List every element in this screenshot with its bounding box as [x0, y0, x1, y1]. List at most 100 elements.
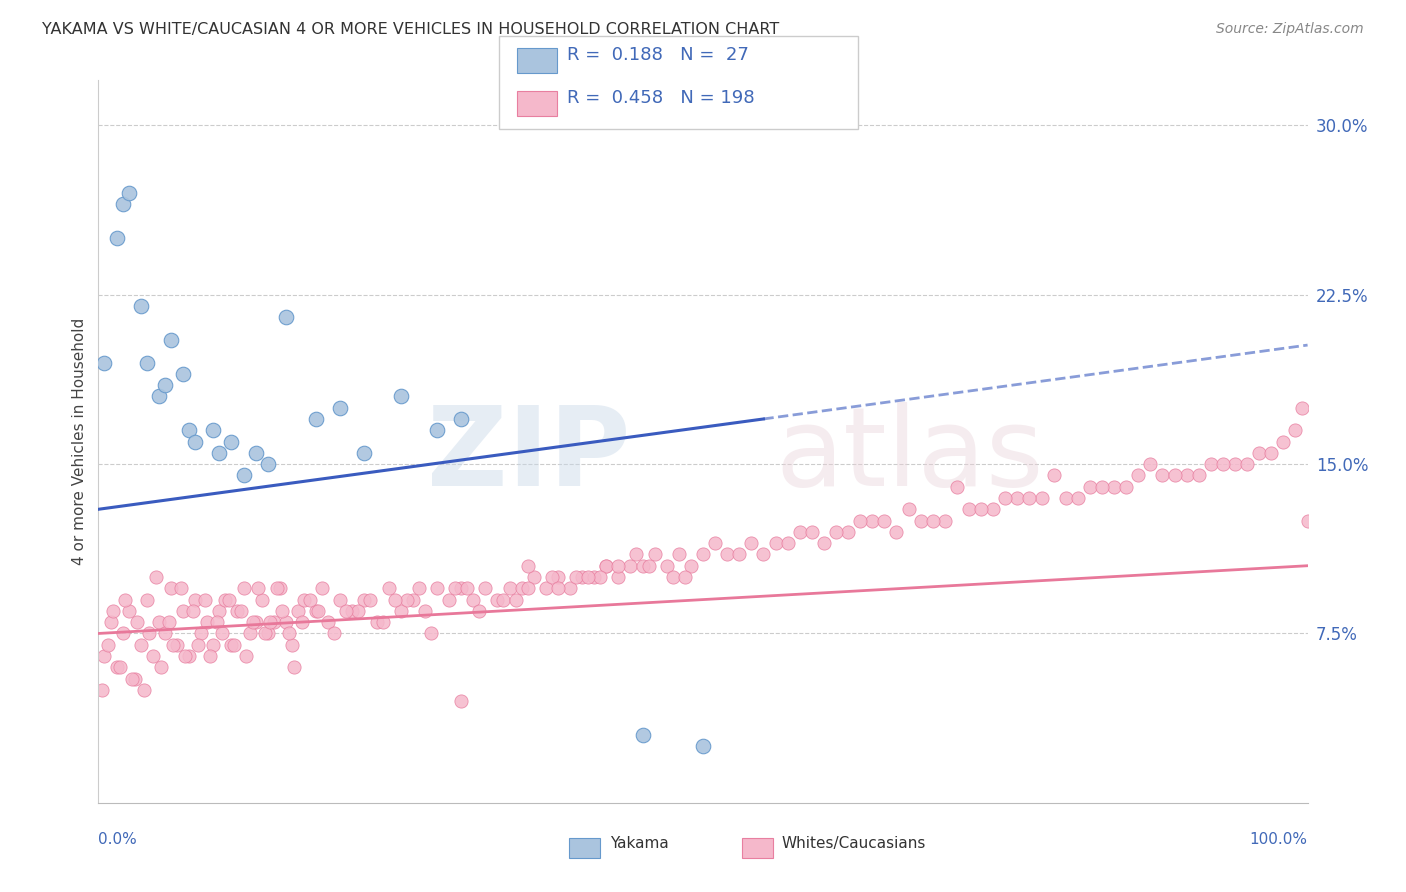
- Point: [184, 434, 207, 449]
- Point: [444, 582, 467, 596]
- Point: [148, 389, 170, 403]
- Point: [263, 615, 285, 630]
- Point: [450, 412, 472, 426]
- Point: [534, 582, 557, 596]
- Point: [329, 401, 352, 415]
- Point: [101, 604, 124, 618]
- Point: [1199, 457, 1222, 471]
- Point: [198, 648, 221, 663]
- Point: [208, 446, 231, 460]
- Point: [813, 536, 835, 550]
- Point: [426, 423, 449, 437]
- Point: [505, 592, 527, 607]
- Point: [256, 626, 278, 640]
- Point: [172, 367, 194, 381]
- Point: [589, 570, 612, 584]
- Point: [426, 582, 449, 596]
- Point: [256, 457, 278, 471]
- Text: ZIP: ZIP: [427, 402, 630, 509]
- Point: [468, 604, 491, 618]
- Point: [492, 592, 515, 607]
- Point: [93, 355, 115, 369]
- Point: [245, 615, 267, 630]
- Point: [662, 570, 685, 584]
- Point: [607, 558, 630, 573]
- Point: [222, 638, 245, 652]
- Point: [329, 592, 352, 607]
- Point: [242, 615, 264, 630]
- Point: [547, 570, 569, 584]
- Point: [994, 491, 1017, 505]
- Point: [100, 615, 122, 630]
- Point: [389, 604, 412, 618]
- Point: [305, 412, 328, 426]
- Point: [921, 514, 943, 528]
- Point: [148, 615, 170, 630]
- Point: [274, 310, 297, 325]
- Point: [1291, 401, 1313, 415]
- Point: [450, 582, 472, 596]
- Point: [174, 648, 197, 663]
- Point: [1102, 480, 1125, 494]
- Point: [292, 592, 315, 607]
- Point: [1067, 491, 1090, 505]
- Point: [547, 582, 569, 596]
- Point: [274, 615, 297, 630]
- Point: [463, 592, 485, 607]
- Point: [211, 626, 233, 640]
- Point: [287, 604, 309, 618]
- Point: [886, 524, 908, 539]
- Text: atlas: atlas: [776, 402, 1045, 509]
- Point: [619, 558, 641, 573]
- Point: [145, 570, 167, 584]
- Point: [1128, 468, 1150, 483]
- Point: [1031, 491, 1053, 505]
- Point: [728, 548, 751, 562]
- Point: [299, 592, 322, 607]
- Point: [194, 592, 217, 607]
- Point: [679, 558, 702, 573]
- Point: [135, 592, 157, 607]
- Point: [118, 186, 141, 201]
- Point: [970, 502, 993, 516]
- Point: [377, 582, 399, 596]
- Point: [408, 582, 430, 596]
- Point: [150, 660, 173, 674]
- Point: [583, 570, 606, 584]
- Point: [124, 672, 146, 686]
- Point: [335, 604, 357, 618]
- Point: [135, 355, 157, 369]
- Point: [371, 615, 394, 630]
- Text: 0.0%: 0.0%: [98, 831, 138, 847]
- Text: R =  0.188   N =  27: R = 0.188 N = 27: [567, 46, 748, 64]
- Point: [1296, 514, 1319, 528]
- Point: [153, 378, 176, 392]
- Point: [353, 446, 375, 460]
- Point: [179, 648, 201, 663]
- Point: [558, 582, 581, 596]
- Point: [181, 604, 204, 618]
- Point: [129, 299, 152, 313]
- Point: [1007, 491, 1029, 505]
- Point: [190, 626, 212, 640]
- Point: [232, 468, 254, 483]
- Point: [981, 502, 1004, 516]
- Point: [226, 604, 249, 618]
- Point: [134, 682, 156, 697]
- Point: [1236, 457, 1258, 471]
- Point: [626, 548, 648, 562]
- Point: [91, 682, 114, 697]
- Point: [1212, 457, 1234, 471]
- Point: [169, 582, 191, 596]
- Point: [162, 638, 184, 652]
- Point: [860, 514, 883, 528]
- Point: [114, 592, 136, 607]
- Point: [108, 660, 131, 674]
- Point: [456, 582, 478, 596]
- Point: [187, 638, 209, 652]
- Point: [1249, 446, 1271, 460]
- Point: [311, 582, 333, 596]
- Point: [195, 615, 218, 630]
- Text: 100.0%: 100.0%: [1250, 831, 1308, 847]
- Point: [202, 638, 225, 652]
